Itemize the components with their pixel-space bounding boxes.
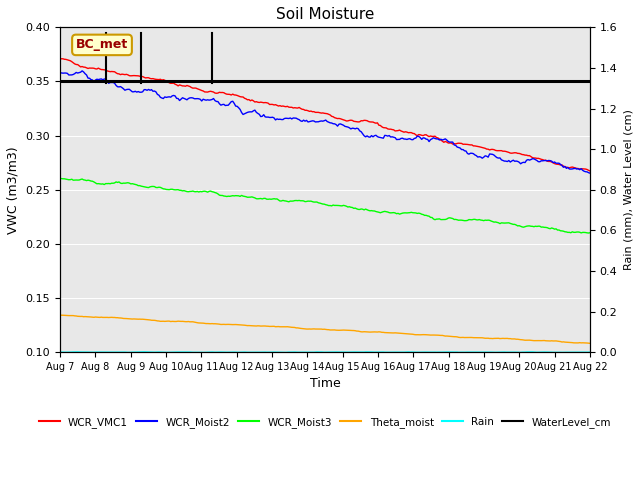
Text: BC_met: BC_met [76, 38, 128, 51]
X-axis label: Time: Time [310, 377, 340, 390]
Y-axis label: VWC (m3/m3): VWC (m3/m3) [7, 146, 20, 234]
Legend: WCR_VMC1, WCR_Moist2, WCR_Moist3, Theta_moist, Rain, WaterLevel_cm: WCR_VMC1, WCR_Moist2, WCR_Moist3, Theta_… [35, 413, 615, 432]
Y-axis label: Rain (mm), Water Level (cm): Rain (mm), Water Level (cm) [623, 109, 633, 270]
Title: Soil Moisture: Soil Moisture [276, 7, 374, 22]
